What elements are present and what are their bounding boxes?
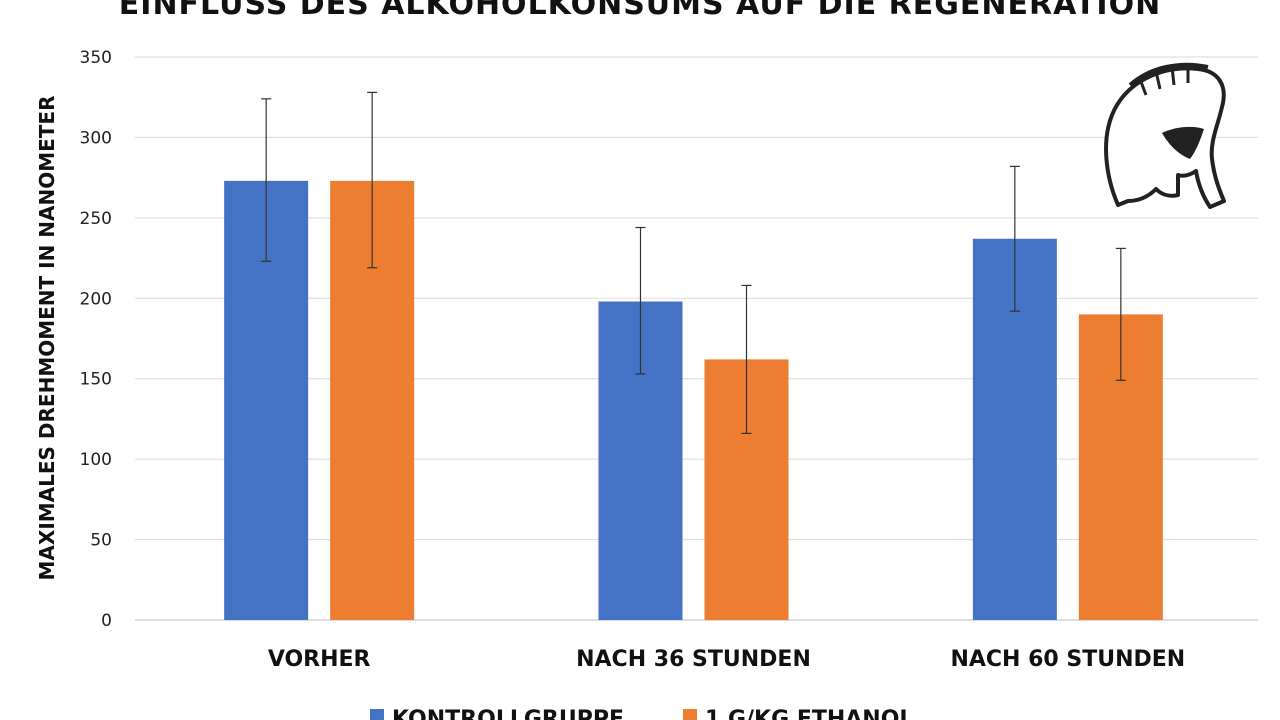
- legend-label: KONTROLLGRUPPE: [392, 707, 624, 720]
- spartan-helmet-icon: [1104, 62, 1226, 209]
- x-category-label: VORHER: [268, 647, 371, 672]
- legend-swatch: [370, 709, 384, 720]
- error-bars: [261, 91, 1126, 435]
- y-tick-label: 150: [80, 370, 112, 390]
- y-axis-title: MAXIMALES DREHMOMENT IN NANOMETER: [35, 96, 59, 581]
- chart-title: EINFLUSS DES ALKOHOLKONSUMS AUF DIE REGE…: [119, 0, 1161, 22]
- gridlines: [135, 56, 1258, 621]
- legend: KONTROLLGRUPPE 1 G/KG ETHANOL: [370, 707, 913, 720]
- y-axis-ticks: 0 50 100 150 200 250 300 350: [80, 48, 112, 631]
- x-category-label: NACH 60 STUNDEN: [950, 647, 1185, 672]
- bars: [224, 180, 1163, 621]
- y-tick-label: 200: [80, 289, 112, 309]
- legend-swatch: [683, 709, 697, 720]
- legend-label: 1 G/KG ETHANOL: [705, 707, 913, 720]
- y-tick-label: 50: [90, 531, 112, 551]
- y-tick-label: 0: [101, 611, 112, 631]
- y-tick-label: 250: [80, 209, 112, 229]
- y-tick-label: 300: [80, 128, 112, 148]
- x-category-label: NACH 36 STUNDEN: [576, 647, 811, 672]
- y-tick-label: 100: [80, 450, 112, 470]
- x-axis-categories: VORHER NACH 36 STUNDEN NACH 60 STUNDEN: [268, 647, 1185, 672]
- y-tick-label: 350: [80, 48, 112, 68]
